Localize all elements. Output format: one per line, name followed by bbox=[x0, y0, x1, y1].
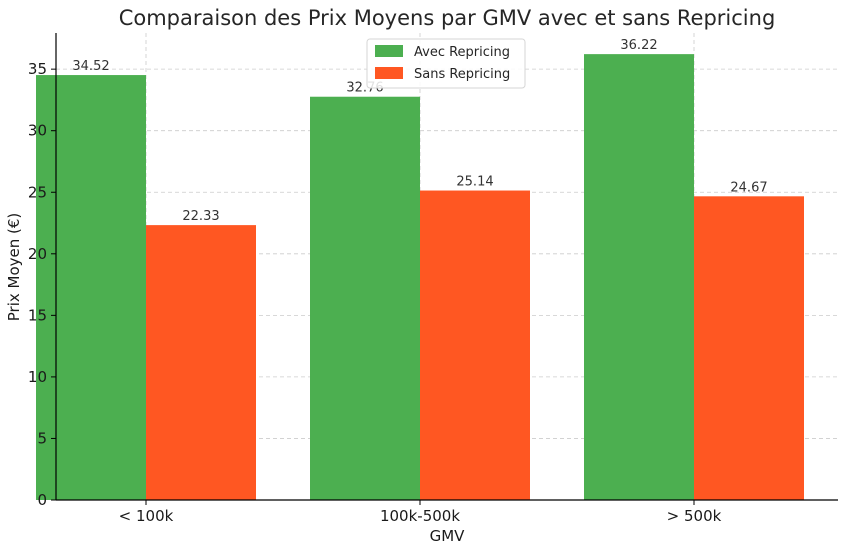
bar-avec-repricing bbox=[584, 54, 694, 500]
y-tick-label: 5 bbox=[37, 429, 47, 447]
y-tick-label: 20 bbox=[28, 245, 47, 263]
chart-title: Comparaison des Prix Moyens par GMV avec… bbox=[119, 6, 776, 30]
x-tick-label: < 100k bbox=[119, 507, 174, 525]
y-tick-label: 30 bbox=[28, 122, 47, 140]
bar-value-label: 36.22 bbox=[620, 38, 657, 53]
legend-label-avec-repricing: Avec Repricing bbox=[414, 45, 510, 60]
bar-sans-repricing bbox=[146, 225, 256, 500]
legend: Avec Repricing Sans Repricing bbox=[366, 38, 526, 89]
x-axis-label: GMV bbox=[430, 527, 466, 545]
legend-label-sans-repricing: Sans Repricing bbox=[414, 67, 510, 82]
y-ticks: 0 5 10 15 20 25 30 35 bbox=[28, 60, 56, 509]
x-ticks: < 100k 100k-500k > 500k bbox=[119, 500, 722, 525]
y-tick-label: 0 bbox=[37, 491, 47, 509]
bar-avec-repricing bbox=[310, 96, 420, 501]
bar-value-label: 25.14 bbox=[456, 175, 493, 190]
legend-swatch-sans-repricing bbox=[375, 67, 403, 79]
axes bbox=[55, 33, 838, 501]
bar-avec-repricing bbox=[36, 75, 146, 500]
bar-sans-repricing bbox=[694, 196, 804, 500]
bars bbox=[36, 54, 804, 501]
y-tick-label: 15 bbox=[28, 306, 47, 324]
bar-value-label: 22.33 bbox=[182, 209, 219, 224]
y-tick-label: 10 bbox=[28, 368, 47, 386]
x-tick-label: > 500k bbox=[667, 507, 722, 525]
y-tick-label: 25 bbox=[28, 183, 47, 201]
bar-value-label: 24.67 bbox=[730, 180, 767, 195]
legend-swatch-avec-repricing bbox=[375, 45, 403, 57]
bar-sans-repricing bbox=[420, 190, 530, 500]
legend-frame bbox=[366, 38, 526, 89]
y-tick-label: 35 bbox=[28, 60, 47, 78]
y-axis-label: Prix Moyen (€) bbox=[5, 213, 23, 322]
x-tick-label: 100k-500k bbox=[380, 507, 460, 525]
bar-value-label: 34.52 bbox=[72, 59, 109, 74]
